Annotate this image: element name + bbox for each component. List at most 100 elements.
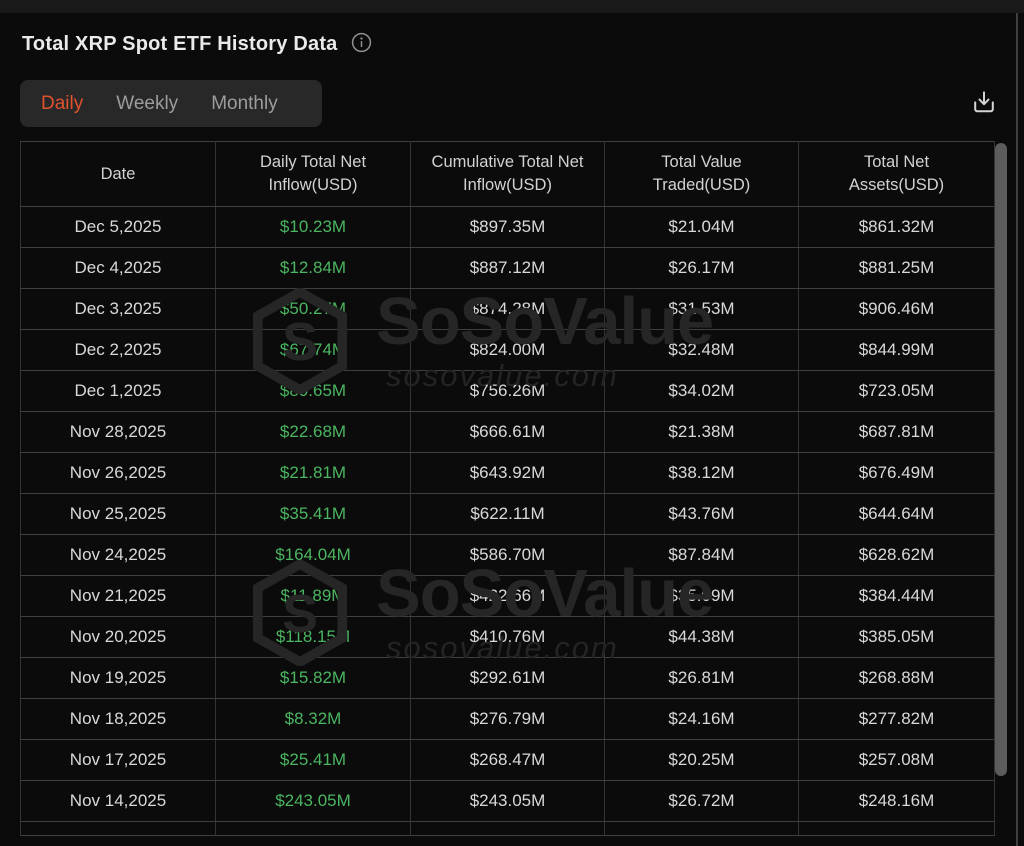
table-row-partial [20, 821, 995, 836]
info-icon [350, 31, 373, 57]
cell-date: Nov 28,2025 [20, 411, 216, 453]
cell-date: Nov 24,2025 [20, 534, 216, 576]
table-row: Dec 2,2025 $67.74M $824.00M $32.48M $844… [20, 329, 995, 371]
tab-daily[interactable]: Daily [41, 92, 84, 114]
cell-total-value-traded: $44.38M [604, 616, 799, 658]
cell-cumulative-net-inflow: $268.47M [410, 739, 605, 781]
cell-date: Nov 25,2025 [20, 493, 216, 535]
cell-total-net-assets: $881.25M [798, 247, 995, 289]
cell-total-net-assets: $861.32M [798, 206, 995, 248]
cell-date: Nov 17,2025 [20, 739, 216, 781]
table-row: Dec 1,2025 $89.65M $756.26M $34.02M $723… [20, 370, 995, 412]
cell-total-net-assets: $385.05M [798, 616, 995, 658]
cell-cumulative-net-inflow: $586.70M [410, 534, 605, 576]
cell-cumulative-net-inflow: $410.76M [410, 616, 605, 658]
cell-total-value-traded: $20.25M [604, 739, 799, 781]
cell-total-net-assets: $268.88M [798, 657, 995, 699]
table-row: Dec 3,2025 $50.27M $874.28M $31.53M $906… [20, 288, 995, 330]
cell-total-value-traded: $43.76M [604, 493, 799, 535]
cell-total-net-assets: $257.08M [798, 739, 995, 781]
cell-total-net-assets: $277.82M [798, 698, 995, 740]
cell-total-net-assets: $906.46M [798, 288, 995, 330]
cell-date: Nov 19,2025 [20, 657, 216, 699]
cell-daily-net-inflow: $8.32M [215, 698, 411, 740]
cell-total-net-assets: $384.44M [798, 575, 995, 617]
table-row: Nov 18,2025 $8.32M $276.79M $24.16M $277… [20, 698, 995, 740]
cell-total-value-traded: $35.09M [604, 575, 799, 617]
cell-total-value-traded: $21.04M [604, 206, 799, 248]
cell-total-net-assets: $676.49M [798, 452, 995, 494]
cell-cumulative-net-inflow: $643.92M [410, 452, 605, 494]
cell-date: Nov 26,2025 [20, 452, 216, 494]
table-row: Dec 4,2025 $12.84M $887.12M $26.17M $881… [20, 247, 995, 289]
cell-cumulative-net-inflow: $666.61M [410, 411, 605, 453]
cell-total-net-assets: $248.16M [798, 780, 995, 822]
col-header-total-value-traded: Total Value Traded(USD) [604, 141, 799, 207]
tab-monthly[interactable]: Monthly [211, 92, 278, 114]
cell-cumulative-net-inflow: $887.12M [410, 247, 605, 289]
cell-total-net-assets: $723.05M [798, 370, 995, 412]
col-header-date: Date [20, 141, 216, 207]
cell-total-net-assets: $628.62M [798, 534, 995, 576]
cell-daily-net-inflow: $118.15M [215, 616, 411, 658]
table-row: Nov 20,2025 $118.15M $410.76M $44.38M $3… [20, 616, 995, 658]
cell-daily-net-inflow: $11.89M [215, 575, 411, 617]
page-title: Total XRP Spot ETF History Data [22, 33, 338, 55]
cell-total-value-traded: $31.53M [604, 288, 799, 330]
table-row: Nov 14,2025 $243.05M $243.05M $26.72M $2… [20, 780, 995, 822]
col-header-cumulative-net-inflow: Cumulative Total Net Inflow(USD) [410, 141, 605, 207]
panel-right-border [1016, 13, 1018, 846]
cell-cumulative-net-inflow: $243.05M [410, 780, 605, 822]
cell-date: Nov 14,2025 [20, 780, 216, 822]
cell-total-net-assets: $844.99M [798, 329, 995, 371]
cell-date: Nov 18,2025 [20, 698, 216, 740]
table-row: Nov 21,2025 $11.89M $422.66M $35.09M $38… [20, 575, 995, 617]
table-row: Nov 26,2025 $21.81M $643.92M $38.12M $67… [20, 452, 995, 494]
cell-date: Nov 21,2025 [20, 575, 216, 617]
cell-total-value-traded: $24.16M [604, 698, 799, 740]
cell-daily-net-inflow: $164.04M [215, 534, 411, 576]
table-header-row: Date Daily Total Net Inflow(USD) Cumulat… [20, 141, 995, 207]
cell-date: Nov 20,2025 [20, 616, 216, 658]
cell-date: Dec 5,2025 [20, 206, 216, 248]
cell-daily-net-inflow: $15.82M [215, 657, 411, 699]
table-row: Nov 24,2025 $164.04M $586.70M $87.84M $6… [20, 534, 995, 576]
cell-total-value-traded: $32.48M [604, 329, 799, 371]
cell-total-value-traded: $26.81M [604, 657, 799, 699]
cell-total-value-traded: $21.38M [604, 411, 799, 453]
cell-daily-net-inflow: $243.05M [215, 780, 411, 822]
info-button[interactable] [350, 31, 373, 57]
table-row: Dec 5,2025 $10.23M $897.35M $21.04M $861… [20, 206, 995, 248]
cell-total-value-traded: $26.17M [604, 247, 799, 289]
top-strip [0, 0, 1024, 13]
cell-cumulative-net-inflow: $874.28M [410, 288, 605, 330]
cell-date: Dec 3,2025 [20, 288, 216, 330]
cell-date: Dec 2,2025 [20, 329, 216, 371]
col-header-daily-net-inflow: Daily Total Net Inflow(USD) [215, 141, 411, 207]
cell-total-value-traded: $38.12M [604, 452, 799, 494]
col-header-total-net-assets: Total Net Assets(USD) [798, 141, 995, 207]
cell-daily-net-inflow: $22.68M [215, 411, 411, 453]
cell-cumulative-net-inflow: $622.11M [410, 493, 605, 535]
table-row: Nov 28,2025 $22.68M $666.61M $21.38M $68… [20, 411, 995, 453]
cell-cumulative-net-inflow: $897.35M [410, 206, 605, 248]
cell-total-net-assets: $687.81M [798, 411, 995, 453]
download-button[interactable] [962, 82, 1006, 126]
cell-date: Dec 1,2025 [20, 370, 216, 412]
cell-total-value-traded: $87.84M [604, 534, 799, 576]
tab-weekly[interactable]: Weekly [116, 92, 179, 114]
table-row: Nov 17,2025 $25.41M $268.47M $20.25M $25… [20, 739, 995, 781]
cell-cumulative-net-inflow: $422.66M [410, 575, 605, 617]
cell-total-value-traded: $34.02M [604, 370, 799, 412]
cell-daily-net-inflow: $35.41M [215, 493, 411, 535]
cell-daily-net-inflow: $12.84M [215, 247, 411, 289]
cell-cumulative-net-inflow: $276.79M [410, 698, 605, 740]
cell-daily-net-inflow: $10.23M [215, 206, 411, 248]
cell-daily-net-inflow: $67.74M [215, 329, 411, 371]
cell-daily-net-inflow: $89.65M [215, 370, 411, 412]
etf-history-table: Date Daily Total Net Inflow(USD) Cumulat… [20, 141, 995, 836]
cell-date: Dec 4,2025 [20, 247, 216, 289]
table-row: Nov 19,2025 $15.82M $292.61M $26.81M $26… [20, 657, 995, 699]
table-scrollbar-thumb[interactable] [995, 143, 1007, 776]
cell-cumulative-net-inflow: $292.61M [410, 657, 605, 699]
